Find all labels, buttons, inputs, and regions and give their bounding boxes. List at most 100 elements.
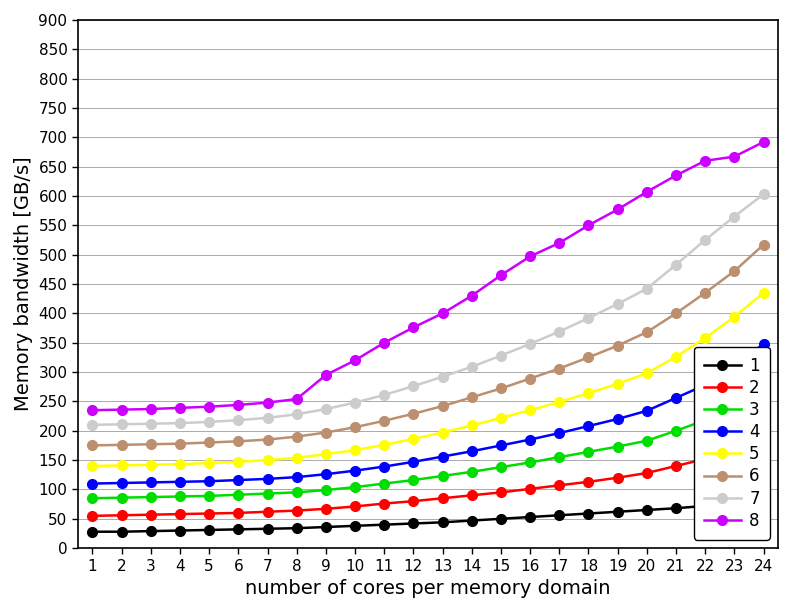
1 xyxy=(613,508,623,515)
4 xyxy=(672,394,681,401)
3 xyxy=(584,448,593,455)
4 xyxy=(263,475,272,482)
2 xyxy=(88,512,97,520)
2 xyxy=(350,503,360,510)
3 xyxy=(204,492,214,499)
8 xyxy=(117,406,127,413)
3 xyxy=(292,489,302,496)
2 xyxy=(146,511,155,518)
7 xyxy=(321,405,330,412)
8 xyxy=(584,222,593,229)
6 xyxy=(729,267,739,275)
1 xyxy=(263,525,272,532)
7 xyxy=(525,340,535,348)
Line: 4: 4 xyxy=(88,339,768,488)
4 xyxy=(438,453,447,460)
6 xyxy=(321,429,330,436)
3 xyxy=(379,480,389,487)
6 xyxy=(409,410,418,417)
8 xyxy=(350,357,360,364)
8 xyxy=(642,188,652,196)
3 xyxy=(175,493,185,500)
6 xyxy=(146,441,155,448)
8 xyxy=(613,206,623,213)
8 xyxy=(700,157,710,165)
1 xyxy=(292,524,302,532)
1 xyxy=(672,504,681,512)
6 xyxy=(88,442,97,449)
3 xyxy=(88,494,97,502)
5 xyxy=(263,457,272,464)
6 xyxy=(350,424,360,431)
5 xyxy=(321,450,330,458)
7 xyxy=(379,391,389,398)
3 xyxy=(496,463,505,471)
8 xyxy=(379,339,389,346)
1 xyxy=(729,500,739,507)
2 xyxy=(496,489,505,496)
Line: 8: 8 xyxy=(88,137,768,415)
3 xyxy=(409,476,418,483)
5 xyxy=(467,422,477,429)
3 xyxy=(613,443,623,450)
3 xyxy=(438,472,447,480)
3 xyxy=(146,493,155,501)
1 xyxy=(584,510,593,517)
2 xyxy=(584,478,593,485)
6 xyxy=(554,365,564,372)
6 xyxy=(759,241,768,248)
4 xyxy=(117,479,127,487)
7 xyxy=(204,418,214,425)
2 xyxy=(234,509,243,517)
8 xyxy=(263,399,272,406)
5 xyxy=(379,441,389,449)
5 xyxy=(350,446,360,453)
2 xyxy=(554,482,564,489)
4 xyxy=(409,458,418,466)
1 xyxy=(700,502,710,510)
5 xyxy=(409,435,418,442)
3 xyxy=(554,453,564,461)
Line: 6: 6 xyxy=(88,240,768,450)
6 xyxy=(438,403,447,410)
8 xyxy=(321,371,330,379)
5 xyxy=(525,406,535,414)
5 xyxy=(88,462,97,469)
Line: 1: 1 xyxy=(88,491,768,537)
2 xyxy=(729,448,739,455)
1 xyxy=(496,515,505,523)
8 xyxy=(234,401,243,409)
2 xyxy=(175,510,185,518)
7 xyxy=(146,420,155,427)
8 xyxy=(409,324,418,331)
4 xyxy=(204,477,214,485)
7 xyxy=(409,382,418,390)
2 xyxy=(379,500,389,507)
5 xyxy=(204,460,214,467)
7 xyxy=(584,315,593,322)
4 xyxy=(467,447,477,455)
3 xyxy=(672,427,681,435)
6 xyxy=(379,417,389,425)
4 xyxy=(292,474,302,481)
3 xyxy=(642,437,652,444)
7 xyxy=(672,261,681,268)
1 xyxy=(438,518,447,526)
7 xyxy=(642,285,652,293)
6 xyxy=(525,375,535,382)
5 xyxy=(700,334,710,341)
4 xyxy=(234,476,243,483)
8 xyxy=(554,239,564,247)
1 xyxy=(642,506,652,513)
7 xyxy=(117,420,127,428)
2 xyxy=(672,462,681,469)
6 xyxy=(613,342,623,349)
6 xyxy=(584,354,593,361)
4 xyxy=(146,479,155,486)
X-axis label: number of cores per memory domain: number of cores per memory domain xyxy=(246,579,611,598)
Line: 5: 5 xyxy=(88,288,768,471)
7 xyxy=(88,421,97,428)
1 xyxy=(88,528,97,536)
4 xyxy=(525,436,535,443)
7 xyxy=(263,414,272,422)
